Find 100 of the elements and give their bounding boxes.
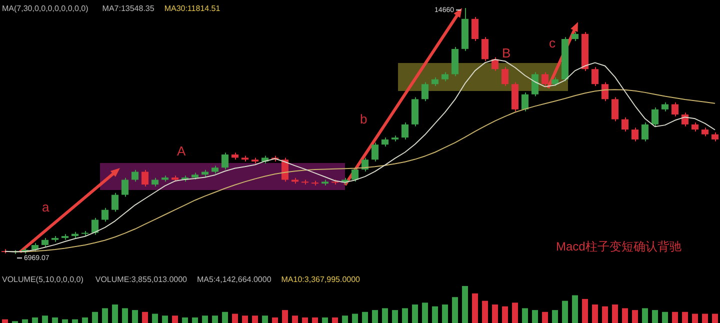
bar bbox=[222, 312, 228, 323]
bar bbox=[582, 298, 588, 323]
candlestick bbox=[492, 56, 498, 72]
bar bbox=[482, 300, 488, 323]
bar bbox=[242, 316, 248, 323]
candlestick bbox=[402, 122, 408, 140]
bar bbox=[52, 317, 58, 323]
annotation: b bbox=[360, 112, 368, 127]
text: VOLUME(5,10,0,0,0,0) bbox=[2, 275, 84, 284]
candlestick bbox=[122, 177, 128, 198]
bar bbox=[532, 310, 538, 323]
candlestick bbox=[542, 72, 548, 87]
bar bbox=[352, 314, 358, 323]
bar bbox=[382, 308, 388, 323]
bar bbox=[552, 310, 558, 323]
bar bbox=[542, 312, 548, 323]
candlestick bbox=[622, 116, 628, 132]
candlestick bbox=[672, 102, 678, 117]
candlestick bbox=[92, 217, 98, 236]
candlestick bbox=[532, 72, 538, 97]
candlestick bbox=[612, 96, 618, 122]
candlestick bbox=[362, 157, 368, 172]
bar bbox=[642, 308, 648, 323]
bar bbox=[132, 310, 138, 323]
bar bbox=[202, 316, 208, 323]
candlestick bbox=[642, 122, 648, 142]
bar bbox=[32, 317, 38, 323]
text: MA5:4,142,664.0000 bbox=[196, 275, 272, 284]
bar bbox=[362, 312, 368, 323]
bar bbox=[512, 302, 518, 323]
bar bbox=[252, 316, 258, 323]
bar bbox=[162, 316, 168, 323]
bar bbox=[172, 316, 178, 323]
bar bbox=[192, 317, 198, 323]
bar bbox=[142, 312, 148, 323]
bar bbox=[322, 317, 328, 323]
bar bbox=[502, 306, 508, 323]
bar bbox=[442, 304, 448, 323]
bar bbox=[522, 308, 528, 323]
candlestick bbox=[142, 169, 148, 187]
bar bbox=[672, 312, 678, 323]
annotation: MA(7,30,0,0,0,0,0,0,0,0) bbox=[2, 4, 89, 14]
candlestick bbox=[222, 152, 228, 170]
bar bbox=[72, 319, 78, 323]
bar bbox=[682, 312, 688, 323]
bar bbox=[292, 316, 298, 323]
bar bbox=[92, 312, 98, 323]
bar bbox=[182, 317, 188, 323]
candlestick bbox=[132, 169, 138, 182]
candlestick bbox=[422, 82, 428, 102]
bar bbox=[692, 314, 698, 323]
bar bbox=[572, 295, 578, 323]
candlestick bbox=[652, 106, 658, 127]
bar bbox=[302, 317, 308, 323]
annotation: A bbox=[177, 144, 186, 159]
bar bbox=[282, 310, 288, 323]
bar bbox=[82, 317, 88, 323]
candlestick bbox=[502, 66, 508, 87]
candlestick bbox=[592, 66, 598, 87]
candlestick bbox=[352, 167, 358, 182]
annotation: MA7:13548.35 bbox=[102, 4, 155, 14]
bar bbox=[412, 304, 418, 323]
bar bbox=[102, 308, 108, 323]
bar bbox=[2, 319, 8, 323]
bar bbox=[702, 314, 708, 323]
bar bbox=[152, 314, 158, 323]
candlestick bbox=[602, 82, 608, 102]
bar bbox=[392, 310, 398, 323]
bar bbox=[652, 310, 658, 323]
bar bbox=[272, 317, 278, 323]
candlestick bbox=[112, 192, 118, 212]
bar bbox=[612, 304, 618, 323]
bar bbox=[22, 319, 28, 323]
annotation: c bbox=[549, 36, 556, 51]
bar bbox=[602, 306, 608, 323]
bar bbox=[62, 319, 68, 323]
text: VOLUME:3,855,013.0000 bbox=[95, 275, 188, 284]
bar bbox=[312, 317, 318, 323]
bar bbox=[422, 302, 428, 323]
bar bbox=[632, 310, 638, 323]
candlestick bbox=[472, 16, 478, 42]
candlestick bbox=[102, 207, 108, 222]
bar bbox=[342, 316, 348, 323]
bar bbox=[332, 317, 338, 323]
bar bbox=[402, 308, 408, 323]
bar bbox=[712, 314, 718, 323]
bar bbox=[212, 316, 218, 323]
bar bbox=[112, 304, 118, 323]
bar bbox=[432, 306, 438, 323]
bar bbox=[262, 316, 268, 323]
candlestick bbox=[682, 112, 688, 127]
bar bbox=[622, 308, 628, 323]
annotation: B bbox=[502, 46, 511, 61]
bar bbox=[372, 310, 378, 323]
bar bbox=[592, 304, 598, 323]
bar bbox=[232, 314, 238, 323]
bar bbox=[492, 304, 498, 323]
annotation: MA30:11814.51 bbox=[164, 4, 221, 14]
candlestick bbox=[372, 142, 378, 162]
bar bbox=[472, 293, 478, 323]
